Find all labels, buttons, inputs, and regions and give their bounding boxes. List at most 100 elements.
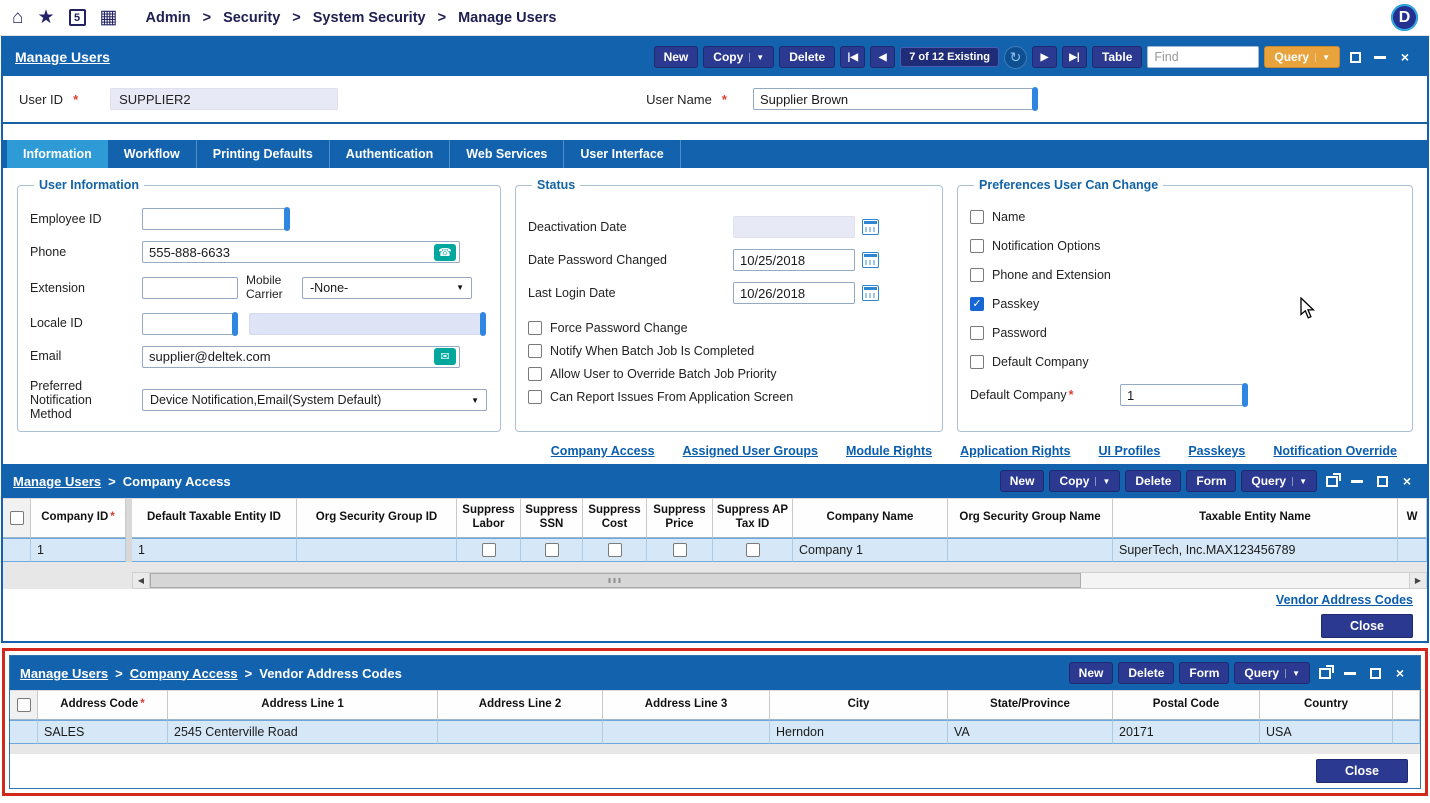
column-header-org-security-group-id[interactable]: Org Security Group ID [297, 498, 457, 538]
ca-close-button[interactable]: Close [1321, 614, 1413, 638]
email-icon[interactable]: ✉ [434, 348, 456, 365]
column-header-taxable-entity-name[interactable]: Taxable Entity Name [1113, 498, 1398, 538]
cell-suppress-labor[interactable] [457, 538, 521, 562]
column-header-address-line-3[interactable]: Address Line 3 [603, 690, 770, 720]
minimize-window-icon[interactable] [1370, 47, 1390, 67]
column-header-suppress-ssn[interactable]: Suppress SSN [521, 498, 583, 538]
column-header-address-line-2[interactable]: Address Line 2 [438, 690, 603, 720]
link-ui-profiles[interactable]: UI Profiles [1099, 444, 1161, 458]
va-close-icon[interactable]: × [1390, 663, 1410, 683]
company-access-table-row[interactable]: 1 1 Company 1 SuperTech, Inc.MAX12345678… [3, 538, 1427, 562]
va-maximize-icon[interactable] [1365, 663, 1385, 683]
first-record-icon[interactable]: |◀ [840, 46, 865, 68]
cell-suppress-cost[interactable] [583, 538, 647, 562]
next-record-icon[interactable]: ▶ [1032, 46, 1057, 68]
ca-minimize-icon[interactable] [1347, 471, 1367, 491]
ca-select-all-checkbox[interactable] [10, 511, 24, 525]
calendar-icon[interactable] [862, 252, 879, 268]
extension-input[interactable] [143, 280, 228, 295]
report-issues-checkbox[interactable] [528, 390, 542, 404]
column-header-state-province[interactable]: State/Province [948, 690, 1113, 720]
tab-information[interactable]: Information [7, 140, 108, 168]
cell-address-line-1[interactable]: 2545 Centerville Road [168, 720, 438, 744]
home-icon[interactable]: ⌂ [12, 8, 23, 27]
column-header-suppress-labor[interactable]: Suppress Labor [457, 498, 521, 538]
scrollbar-thumb[interactable] [150, 573, 1081, 588]
user-name-input[interactable] [754, 92, 1028, 107]
breadcrumb-system-security[interactable]: System Security [313, 10, 426, 26]
ca-maximize-icon[interactable] [1372, 471, 1392, 491]
date-password-changed-input[interactable] [734, 253, 845, 268]
ca-select-all-cell[interactable] [3, 498, 31, 538]
cell-suppress-ap-tax-id[interactable] [713, 538, 793, 562]
column-header-suppress-price[interactable]: Suppress Price [647, 498, 713, 538]
va-delete-button[interactable]: Delete [1118, 662, 1174, 684]
cell-address-line-2[interactable] [438, 720, 603, 744]
name-checkbox[interactable] [970, 210, 984, 224]
mobile-carrier-select[interactable]: -None- ▼ [302, 277, 472, 299]
link-company-access[interactable]: Company Access [551, 444, 655, 458]
employee-id-input[interactable] [143, 212, 280, 227]
ca-row-select-cell[interactable] [3, 538, 31, 562]
cell-company-name[interactable]: Company 1 [793, 538, 948, 562]
phone-and-extension-checkbox[interactable] [970, 268, 984, 282]
breadcrumb-link-company-access[interactable]: Company Access [130, 666, 238, 681]
tab-authentication[interactable]: Authentication [330, 140, 451, 168]
va-form-button[interactable]: Form [1179, 662, 1229, 684]
password-checkbox[interactable] [970, 326, 984, 340]
cell-address-code[interactable]: SALES [38, 720, 168, 744]
close-window-icon[interactable]: × [1395, 47, 1415, 67]
delete-button[interactable]: Delete [779, 46, 835, 68]
cell-suppress-price[interactable] [647, 538, 713, 562]
preferred-notification-method-select[interactable]: Device Notification,Email(System Default… [142, 389, 487, 411]
default-company-checkbox[interactable] [970, 355, 984, 369]
ca-copy-dropdown-arrow-icon[interactable]: ▼ [1095, 477, 1110, 486]
suppress-ap-tax-id-checkbox[interactable] [746, 543, 760, 557]
va-select-all-cell[interactable] [10, 690, 38, 720]
cell-postal-code[interactable]: 20171 [1113, 720, 1260, 744]
cell-country[interactable]: USA [1260, 720, 1393, 744]
ca-popout-icon[interactable] [1322, 471, 1342, 491]
force-password-change-checkbox[interactable] [528, 321, 542, 335]
column-header-suppress-cost[interactable]: Suppress Cost [583, 498, 647, 538]
query-button[interactable]: Query ▼ [1264, 46, 1340, 68]
copy-dropdown-arrow-icon[interactable]: ▼ [749, 53, 764, 62]
email-input[interactable] [143, 349, 434, 364]
column-header-truncated[interactable]: W [1398, 498, 1427, 538]
ca-query-dropdown-arrow-icon[interactable]: ▼ [1292, 477, 1307, 486]
cell-city[interactable]: Herndon [770, 720, 948, 744]
link-application-rights[interactable]: Application Rights [960, 444, 1070, 458]
new-button[interactable]: New [654, 46, 699, 68]
column-header-org-security-group-name[interactable]: Org Security Group Name [948, 498, 1113, 538]
horizontal-scrollbar[interactable]: ◀ ▶ [132, 572, 1427, 589]
applications-grid-icon[interactable]: ▦ [100, 8, 118, 27]
cell-state-province[interactable]: VA [948, 720, 1113, 744]
passkey-checkbox[interactable]: ✓ [970, 297, 984, 311]
favorites-star-icon[interactable]: ★ [37, 8, 54, 27]
tab-web-services[interactable]: Web Services [450, 140, 564, 168]
cell-org-security-group-id[interactable] [297, 538, 457, 562]
cell-company-id[interactable]: 1 [31, 538, 126, 562]
link-assigned-user-groups[interactable]: Assigned User Groups [683, 444, 818, 458]
tab-workflow[interactable]: Workflow [108, 140, 197, 168]
column-header-address-code[interactable]: Address Code* [38, 690, 168, 720]
column-header-country[interactable]: Country [1260, 690, 1393, 720]
ca-form-button[interactable]: Form [1186, 470, 1236, 492]
suppress-cost-checkbox[interactable] [608, 543, 622, 557]
column-header-default-taxable-entity-id[interactable]: Default Taxable Entity ID [132, 498, 297, 538]
last-record-icon[interactable]: ▶| [1062, 46, 1087, 68]
suppress-price-checkbox[interactable] [673, 543, 687, 557]
va-row-select-cell[interactable] [10, 720, 38, 744]
va-query-dropdown-arrow-icon[interactable]: ▼ [1285, 669, 1300, 678]
column-header-suppress-ap-tax-id[interactable]: Suppress AP Tax ID [713, 498, 793, 538]
cell-taxable-entity-name[interactable]: SuperTech, Inc.MAX123456789 [1113, 538, 1398, 562]
va-new-button[interactable]: New [1069, 662, 1114, 684]
suppress-ssn-checkbox[interactable] [545, 543, 559, 557]
refresh-icon[interactable]: ↻ [1004, 46, 1027, 69]
va-minimize-icon[interactable] [1340, 663, 1360, 683]
cell-suppress-ssn[interactable] [521, 538, 583, 562]
previous-record-icon[interactable]: ◀ [870, 46, 895, 68]
find-input[interactable] [1147, 46, 1259, 68]
ca-copy-button[interactable]: Copy ▼ [1049, 470, 1120, 492]
breadcrumb-link-manage-users[interactable]: Manage Users [20, 666, 108, 681]
